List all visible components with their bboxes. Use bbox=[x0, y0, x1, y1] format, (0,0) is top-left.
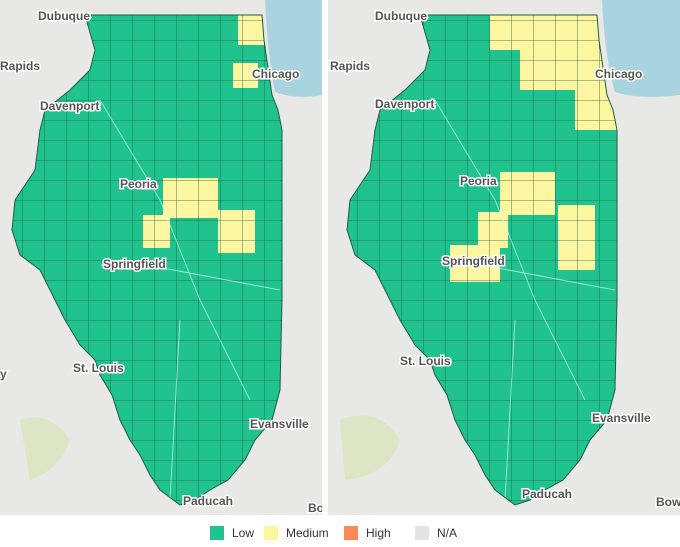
highways bbox=[434, 99, 616, 501]
city-label: Springfield bbox=[442, 254, 505, 268]
city-label: St. Louis bbox=[73, 361, 124, 375]
state-outline bbox=[11, 14, 283, 506]
map-right: Dubuque Rapids Chicago Davenport Peoria … bbox=[328, 0, 680, 515]
city-label: Peoria bbox=[120, 177, 157, 191]
city-label: Evansville bbox=[592, 411, 651, 425]
city-label: Rapids bbox=[0, 59, 40, 73]
legend-swatch bbox=[344, 526, 358, 540]
legend-label: Low bbox=[232, 526, 254, 540]
city-label: Chicago bbox=[252, 67, 299, 81]
city-label: Dubuque bbox=[38, 9, 90, 23]
city-label: Bow bbox=[656, 495, 680, 509]
highways bbox=[99, 99, 281, 501]
city-label: Springfield bbox=[103, 257, 166, 271]
city-label: Evansville bbox=[250, 417, 309, 431]
city-label: Paducah bbox=[522, 487, 572, 501]
city-label: Peoria bbox=[460, 174, 497, 188]
map-left: Dubuque Rapids Chicago Davenport Peoria … bbox=[0, 0, 324, 515]
city-label: Bo bbox=[308, 501, 324, 515]
city-label: Rapids bbox=[330, 59, 370, 73]
city-label: Paducah bbox=[183, 494, 233, 508]
divider bbox=[322, 0, 328, 515]
park-area bbox=[20, 417, 70, 480]
legend-label: Medium bbox=[286, 526, 329, 540]
city-label: y bbox=[0, 367, 7, 381]
lake bbox=[265, 0, 322, 97]
legend-swatch bbox=[264, 526, 278, 540]
legend-swatch bbox=[210, 526, 224, 540]
legend-label: High bbox=[366, 526, 391, 540]
city-label: Davenport bbox=[375, 97, 434, 111]
legend: Low Medium High N/A bbox=[210, 526, 457, 540]
legend-label: N/A bbox=[437, 526, 457, 540]
lake bbox=[602, 0, 680, 97]
park-area bbox=[340, 415, 400, 480]
city-label: Dubuque bbox=[375, 9, 427, 23]
city-label: St. Louis bbox=[400, 354, 451, 368]
city-label: Davenport bbox=[40, 99, 99, 113]
legend-swatch bbox=[415, 526, 429, 540]
city-label: Chicago bbox=[595, 67, 642, 81]
